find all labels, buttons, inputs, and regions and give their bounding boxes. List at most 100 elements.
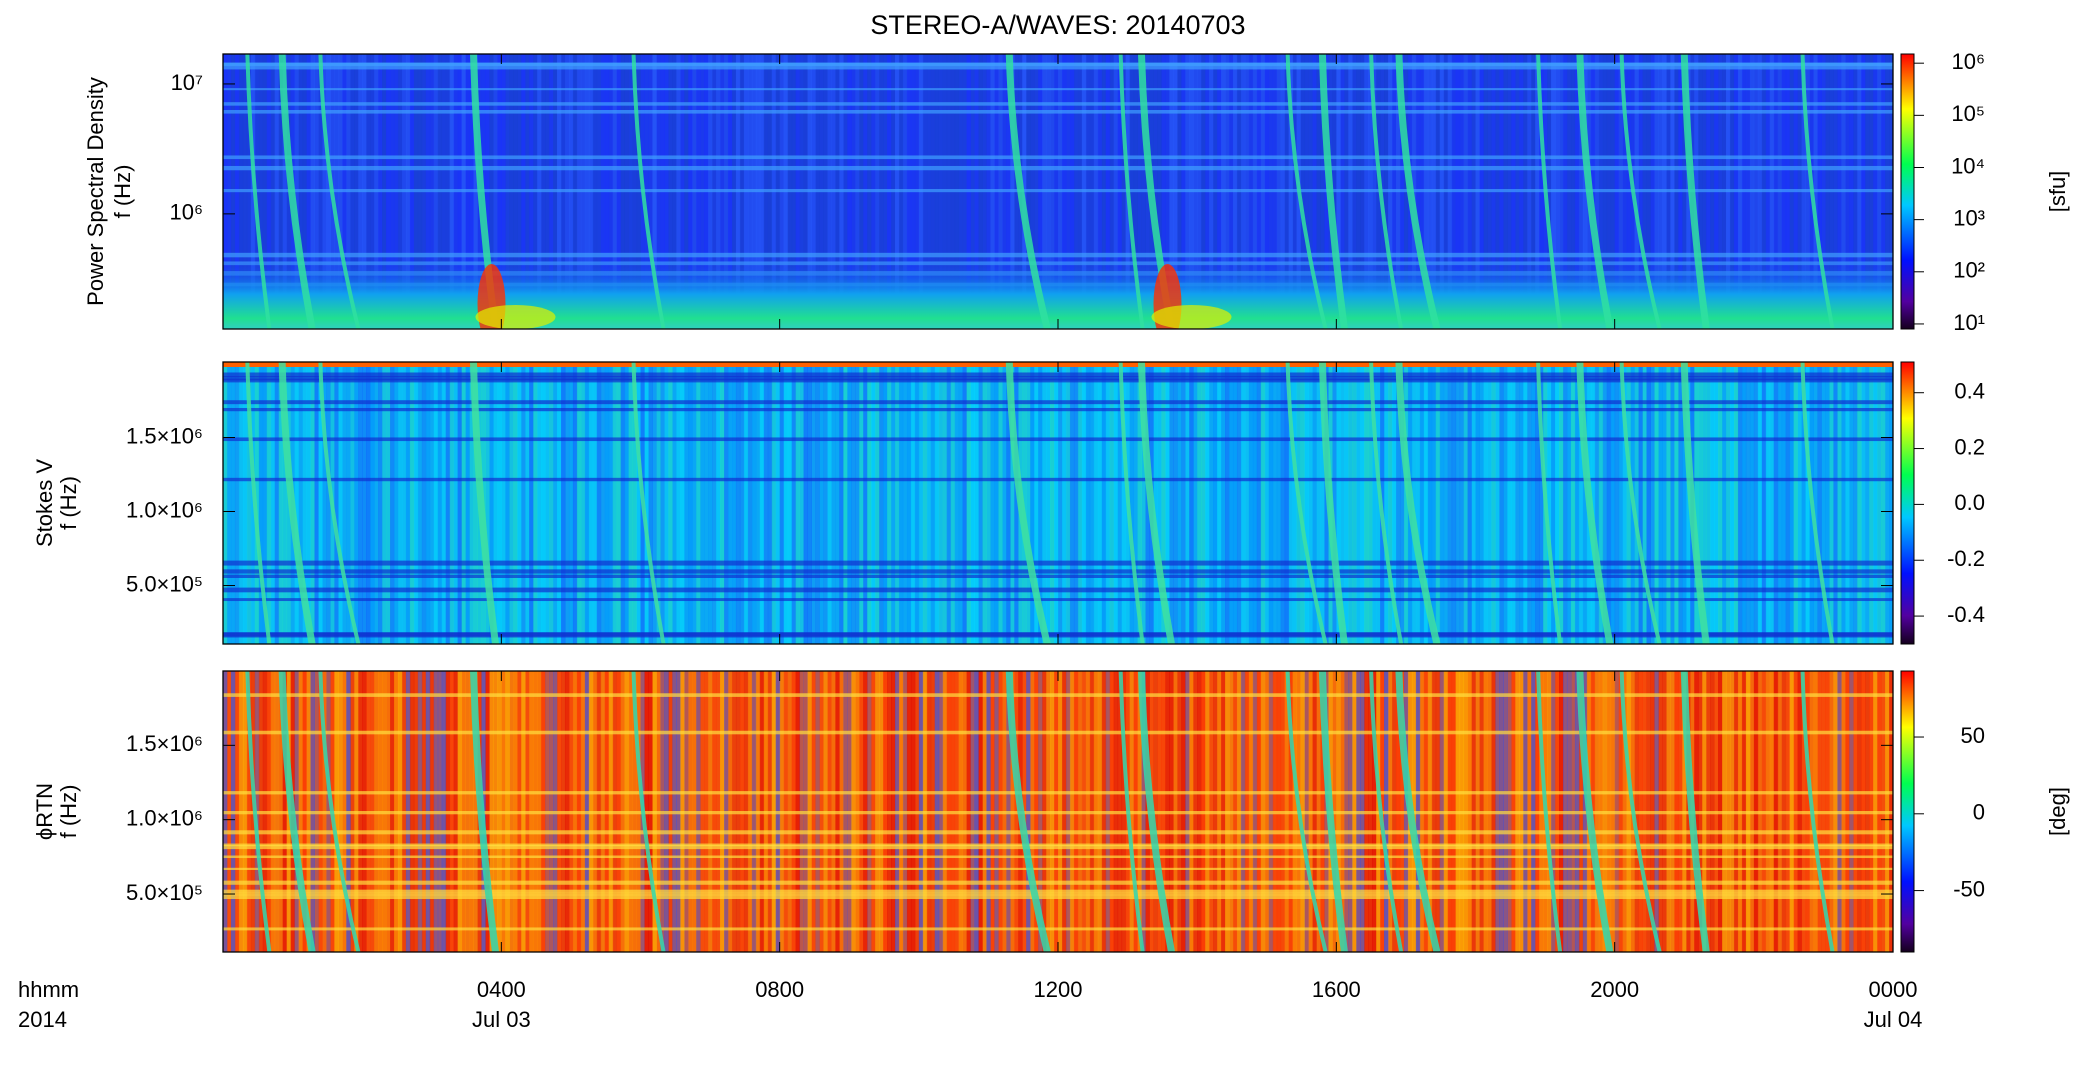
texture — [664, 362, 669, 644]
texture — [704, 362, 709, 644]
texture — [1821, 362, 1826, 644]
texture — [1451, 362, 1457, 644]
texture — [1562, 362, 1568, 644]
texture — [453, 362, 459, 644]
texture-line — [223, 927, 1893, 931]
texture — [306, 362, 311, 644]
burst — [1680, 54, 1710, 329]
texture — [918, 362, 924, 644]
texture — [823, 362, 828, 644]
texture — [596, 362, 602, 644]
texture — [1368, 362, 1373, 644]
texture — [628, 362, 634, 644]
burst — [1138, 362, 1175, 644]
burst — [1369, 671, 1404, 952]
texture — [644, 362, 649, 644]
texture — [1061, 362, 1067, 644]
texture — [386, 362, 391, 644]
texture — [1881, 362, 1886, 644]
texture — [1411, 362, 1417, 644]
texture — [1666, 362, 1671, 644]
texture — [1054, 362, 1059, 644]
texture — [1873, 362, 1878, 644]
texture — [1419, 362, 1425, 644]
burst — [278, 671, 316, 952]
texture — [700, 362, 705, 644]
texture — [326, 362, 331, 644]
x-label-year: 2014 — [18, 1007, 67, 1032]
texture — [1236, 362, 1242, 644]
y-label: Stokes V — [32, 459, 57, 547]
texture — [473, 362, 478, 644]
texture — [1439, 362, 1445, 644]
texture — [962, 362, 968, 644]
texture — [262, 362, 268, 644]
texture — [1316, 362, 1321, 644]
texture — [926, 362, 932, 644]
texture — [1499, 362, 1504, 644]
texture — [1726, 362, 1731, 644]
texture-line — [223, 400, 1893, 405]
texture — [1423, 362, 1429, 644]
texture — [930, 362, 936, 644]
texture — [1547, 362, 1552, 644]
texture — [632, 362, 638, 644]
texture — [1292, 362, 1298, 644]
texture — [1729, 362, 1735, 644]
x-tick-label: 0400 — [477, 977, 526, 1002]
texture — [1662, 362, 1667, 644]
texture — [521, 362, 526, 644]
texture — [819, 362, 824, 644]
texture — [1065, 362, 1071, 644]
texture — [1606, 362, 1612, 644]
texture — [461, 362, 467, 644]
texture — [1046, 362, 1051, 644]
texture — [1765, 362, 1771, 644]
texture — [1582, 362, 1588, 644]
texture — [545, 362, 550, 644]
texture — [517, 362, 522, 644]
spectrogram — [223, 54, 1893, 329]
colorbar-tick-label: 0.4 — [1954, 379, 1985, 404]
texture — [1578, 362, 1584, 644]
texture — [1225, 362, 1230, 644]
texture — [1392, 362, 1397, 644]
texture — [624, 362, 630, 644]
texture-line — [223, 437, 1893, 442]
texture — [922, 362, 928, 644]
texture — [982, 362, 987, 644]
texture — [914, 362, 920, 644]
texture-line — [223, 587, 1893, 593]
colorbar-tick-label: 10³ — [1953, 205, 1985, 230]
burst — [1369, 54, 1404, 329]
colorbar-tick-label: 10² — [1953, 258, 1985, 283]
texture — [1014, 362, 1019, 644]
burst — [318, 362, 361, 644]
texture — [1117, 362, 1123, 644]
spectrogram — [223, 362, 1893, 644]
texture-line — [223, 892, 1893, 896]
texture — [238, 362, 244, 644]
texture — [1105, 362, 1111, 644]
texture — [1698, 362, 1703, 644]
texture — [1459, 362, 1465, 644]
texture — [501, 362, 506, 644]
texture — [1213, 362, 1218, 644]
burst — [1118, 362, 1145, 644]
texture — [875, 362, 880, 644]
burst — [278, 362, 316, 644]
texture — [497, 362, 502, 644]
texture — [1674, 362, 1679, 644]
texture — [1201, 362, 1206, 644]
texture — [1161, 362, 1166, 644]
texture-line — [223, 830, 1893, 835]
texture — [1467, 362, 1473, 644]
texture — [1670, 362, 1675, 644]
texture — [668, 362, 673, 644]
texture — [557, 362, 562, 644]
texture — [1574, 362, 1580, 644]
x-tick-label: 1600 — [1312, 977, 1361, 1002]
texture — [902, 362, 908, 644]
texture — [553, 362, 558, 644]
burst — [1619, 362, 1662, 644]
